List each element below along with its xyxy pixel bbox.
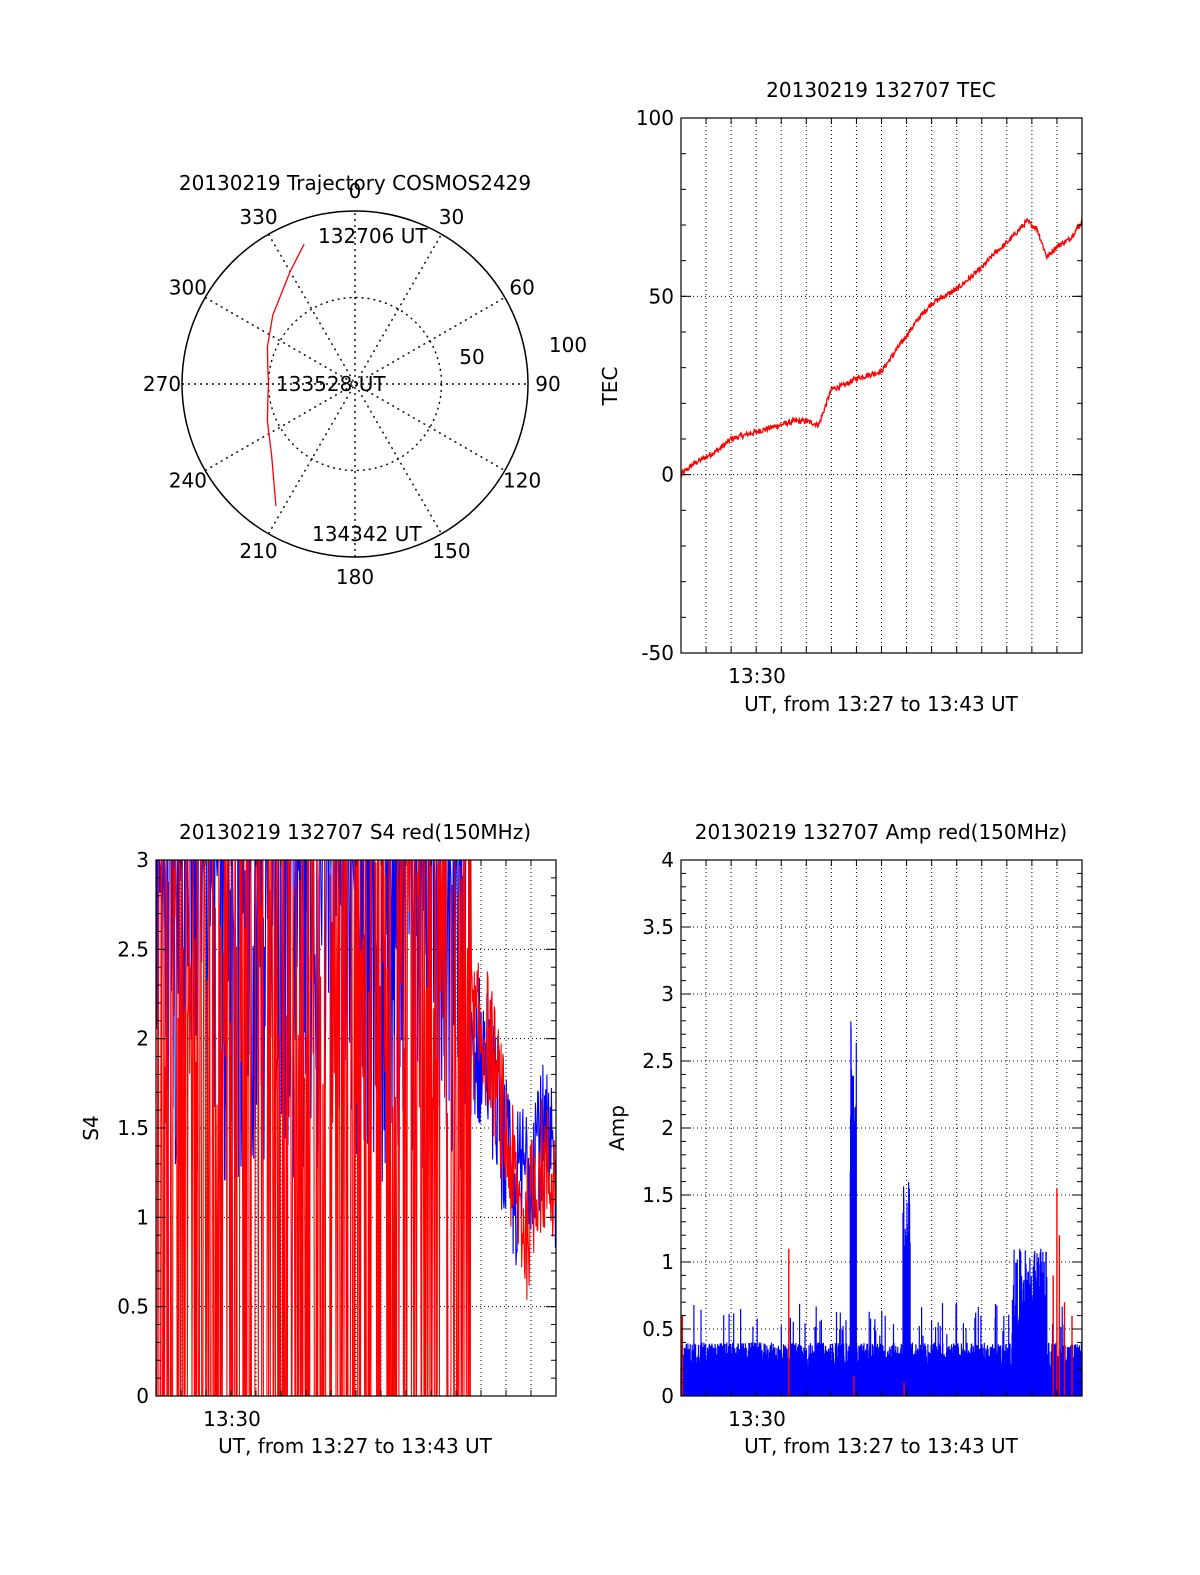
tec-xtick-label: 13:30 <box>728 664 786 688</box>
tec-xlabel: UT, from 13:27 to 13:43 UT <box>744 692 1019 716</box>
polar-trajectory-line <box>266 243 305 506</box>
ytick-label: 2.5 <box>642 1049 674 1073</box>
tec-title: 20130219 132707 TEC <box>766 78 996 102</box>
polar-annotation-mid: 133528 UT <box>276 372 386 396</box>
amp-xtick-label: 13:30 <box>728 1407 786 1431</box>
amp-title: 20130219 132707 Amp red(150MHz) <box>695 820 1067 844</box>
polar-angle-label: 90 <box>535 372 560 396</box>
ytick-label: 1 <box>136 1205 149 1229</box>
ytick-label: 50 <box>649 284 674 308</box>
polar-spoke <box>204 296 506 472</box>
ytick-label: 0.5 <box>117 1295 149 1319</box>
amp-xlabel: UT, from 13:27 to 13:43 UT <box>744 1434 1019 1458</box>
ytick-label: -50 <box>641 641 674 665</box>
s4-series <box>156 859 557 1397</box>
polar-title: 20130219 Trajectory COSMOS2429 <box>179 171 531 195</box>
ytick-label: 2 <box>136 1027 149 1051</box>
polar-angle-label: 300 <box>169 276 207 300</box>
polar-spoke <box>267 233 443 535</box>
polar-angle-labels: 0 30 60 90 120 150 180 210 240 270 300 330 <box>143 179 561 589</box>
ytick-label: 2 <box>661 1116 674 1140</box>
tec-ticks: -50 0 50 100 <box>636 106 1083 665</box>
polar-radial-label-100: 100 <box>549 333 587 357</box>
polar-angle-label: 30 <box>439 205 464 229</box>
s4-ticks: 0 0.5 1 1.5 2 2.5 3 <box>117 848 557 1408</box>
polar-annotation-start: 132706 UT <box>318 224 428 248</box>
ytick-label: 0 <box>661 1384 674 1408</box>
polar-radial-label-50: 50 <box>459 345 484 369</box>
amp-grid <box>681 860 1082 1396</box>
s4-xtick-label: 13:30 <box>203 1407 261 1431</box>
polar-annotation-end: 134342 UT <box>312 522 422 546</box>
ytick-label: 3.5 <box>642 915 674 939</box>
ytick-label: 1.5 <box>117 1116 149 1140</box>
polar-angle-label: 60 <box>509 276 534 300</box>
tec-grid <box>681 118 1082 653</box>
ytick-label: 3 <box>661 982 674 1006</box>
polar-angle-label: 210 <box>239 539 277 563</box>
s4-ylabel: S4 <box>79 1115 103 1140</box>
ytick-label: 1 <box>661 1250 674 1274</box>
polar-spoke <box>267 233 443 535</box>
polar-trajectory-chart: 20130219 Trajectory COSMOS2429 0 30 60 90 12… <box>143 171 587 589</box>
ytick-label: 0 <box>661 463 674 487</box>
tec-chart: 20130219 132707 TEC -50 0 50 100 13:30 UT, … <box>598 78 1083 716</box>
polar-angle-label: 150 <box>432 539 470 563</box>
polar-angle-label: 240 <box>169 469 207 493</box>
s4-title: 20130219 132707 S4 red(150MHz) <box>179 820 531 844</box>
amp-chart: 20130219 132707 Amp red(150MHz) 0 0.5 1 1.5… <box>605 820 1083 1458</box>
polar-angle-label: 330 <box>239 205 277 229</box>
amp-ticks: 0 0.5 1 1.5 2 2.5 3 3.5 4 <box>642 848 1083 1408</box>
polar-angle-label: 180 <box>336 565 374 589</box>
ytick-label: 3 <box>136 848 149 872</box>
amp-ylabel: Amp <box>605 1105 629 1151</box>
polar-spoke <box>204 296 506 472</box>
polar-angle-label: 270 <box>143 372 181 396</box>
ytick-label: 1.5 <box>642 1183 674 1207</box>
ytick-label: 0.5 <box>642 1317 674 1341</box>
tec-ylabel: TEC <box>598 367 622 407</box>
ytick-label: 0 <box>136 1384 149 1408</box>
ytick-label: 2.5 <box>117 937 149 961</box>
polar-angle-label: 120 <box>503 469 541 493</box>
tec-series-line <box>680 217 1083 478</box>
ytick-label: 4 <box>661 848 674 872</box>
polar-angle-label: 0 <box>349 179 362 203</box>
s4-xlabel: UT, from 13:27 to 13:43 UT <box>218 1434 493 1458</box>
ytick-label: 100 <box>636 106 674 130</box>
s4-chart: 20130219 132707 S4 red(150MHz) 0 0.5 1 1.5 2… <box>79 820 557 1458</box>
